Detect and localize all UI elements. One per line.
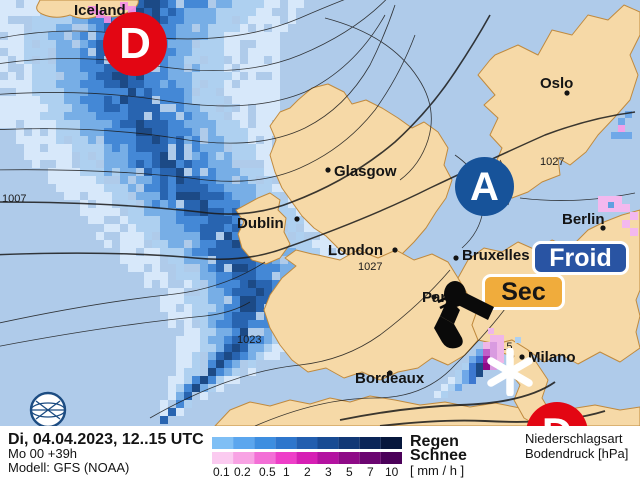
svg-text:Glasgow: Glasgow <box>334 163 397 180</box>
svg-text:1023: 1023 <box>237 334 261 346</box>
svg-text:1027: 1027 <box>540 156 564 168</box>
svg-text:Bruxelles: Bruxelles <box>462 247 530 264</box>
svg-text:1027: 1027 <box>358 261 382 273</box>
svg-text:Milano: Milano <box>528 349 576 366</box>
svg-text:Bordeaux: Bordeaux <box>355 370 425 387</box>
svg-text:Dublin: Dublin <box>237 215 284 232</box>
svg-text:London: London <box>328 242 383 259</box>
svg-text:Berlin: Berlin <box>562 211 605 228</box>
svg-text:1007: 1007 <box>2 193 26 205</box>
svg-text:Oslo: Oslo <box>540 75 573 92</box>
